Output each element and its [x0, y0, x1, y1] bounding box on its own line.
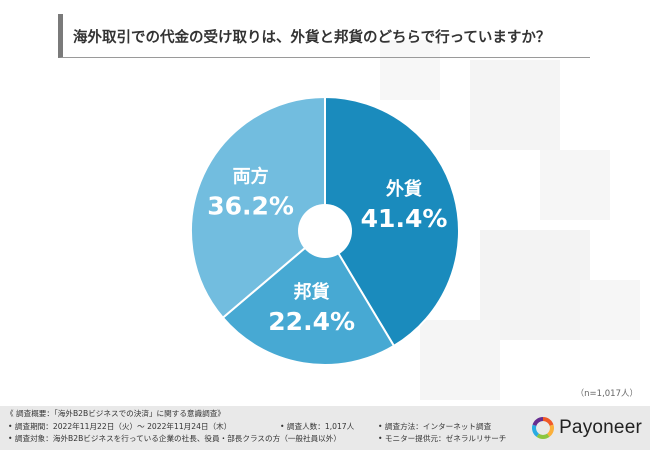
- logo-ring-segment: [536, 433, 550, 439]
- pie-slice-domestic: [221, 229, 396, 366]
- logo-ring-segment: [546, 424, 555, 437]
- survey-footer: 《 調査概要：「海外B2Bビジネスでの決済」に関する意識調査》 • 調査期間：2…: [0, 406, 650, 450]
- question-title: 海外取引での代金の受け取りは、外貨と邦貨のどちらで行っていますか？: [73, 30, 551, 46]
- survey-method: • 調査方法：インターネット調査: [378, 422, 492, 431]
- question-title-box: 海外取引での代金の受け取りは、外貨と邦貨のどちらで行っていますか？: [58, 14, 590, 58]
- slice-value-foreign: 41.4%: [361, 204, 448, 233]
- survey-target: • 調査対象：海外B2Bビジネスを行っている企業の社長、役員・部長クラスの方（一…: [8, 434, 341, 443]
- slice-value-both: 36.2%: [207, 192, 294, 221]
- slice-label-domestic: 邦貨: [294, 281, 330, 303]
- payoneer-logo: Payoneer: [531, 414, 642, 442]
- pie-slice-both: [190, 95, 326, 320]
- slice-label-both: 両方: [233, 166, 269, 188]
- logo-ring-segment: [532, 417, 544, 427]
- logo-ring-segment: [532, 424, 540, 437]
- sample-size-note: （n=1,017人）: [575, 389, 638, 399]
- logo-ring-segment: [542, 417, 554, 427]
- survey-overview: 《 調査概要：「海外B2Bビジネスでの決済」に関する意識調査》: [6, 409, 225, 418]
- survey-respondents: • 調査人数：1,017人: [280, 422, 355, 431]
- payoneer-logo-text: Payoneer: [559, 417, 642, 438]
- donut-hole: [298, 204, 352, 258]
- survey-provider: • モニター提供元：ゼネラルリサーチ: [378, 434, 507, 443]
- slice-label-foreign: 外貨: [386, 178, 422, 200]
- slice-value-domestic: 22.4%: [268, 307, 355, 336]
- payoneer-ring-icon: [532, 417, 555, 439]
- pie-slice-foreign: [324, 95, 460, 348]
- survey-period: • 調査期間：2022年11月22日（火）～ 2022年11月24日（木）: [8, 422, 232, 431]
